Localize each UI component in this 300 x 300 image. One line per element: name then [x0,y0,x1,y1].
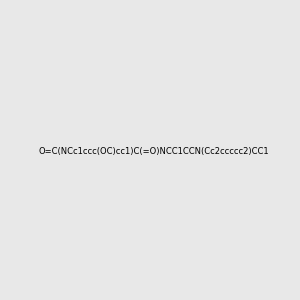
Text: O=C(NCc1ccc(OC)cc1)C(=O)NCC1CCN(Cc2ccccc2)CC1: O=C(NCc1ccc(OC)cc1)C(=O)NCC1CCN(Cc2ccccc… [38,147,269,156]
